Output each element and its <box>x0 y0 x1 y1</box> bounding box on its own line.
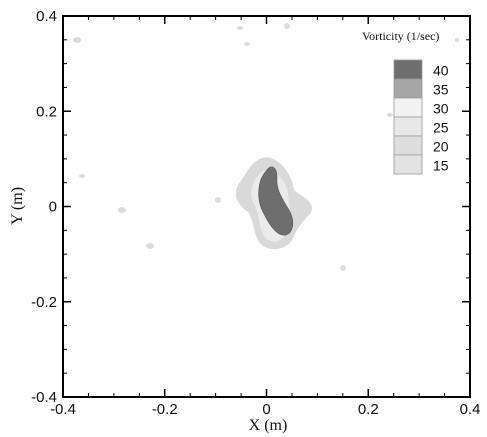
legend-label-35: 35 <box>433 82 449 98</box>
legend-swatch-25 <box>393 116 423 137</box>
legend-label-20: 20 <box>433 139 449 155</box>
x-tick-label: 0 <box>262 401 270 418</box>
contour-speck <box>118 207 126 213</box>
legend-swatch-15 <box>393 154 423 175</box>
legend-label-25: 25 <box>433 120 449 136</box>
contour-speck <box>79 174 85 178</box>
contour-speck <box>284 23 290 29</box>
contour-speck <box>237 26 243 30</box>
legend-items: 40 35 30 25 20 15 <box>393 59 449 175</box>
x-tick-label: -0.2 <box>152 401 178 418</box>
contour-speck <box>244 42 250 46</box>
x-tick-label: 0.2 <box>358 401 379 418</box>
y-tick-label: 0.4 <box>36 8 57 25</box>
y-tick-label: 0.2 <box>36 103 57 120</box>
contour-speck <box>215 197 221 203</box>
vortex-core-contour <box>258 166 294 236</box>
x-tick-label: 0.4 <box>460 401 481 418</box>
contour-speck <box>73 37 81 43</box>
contour-speck <box>455 38 459 42</box>
contour-speck <box>146 243 154 249</box>
legend-swatch-35 <box>393 78 423 99</box>
x-axis-title: X (m) <box>249 417 288 434</box>
x-axis: -0.4 -0.2 0 0.2 0.4 <box>50 16 480 418</box>
legend-label-15: 15 <box>433 158 449 174</box>
y-tick-label: -0.2 <box>31 294 57 311</box>
y-axis-title: Y (m) <box>9 187 26 225</box>
y-tick-label: -0.4 <box>31 389 57 406</box>
legend-label-30: 30 <box>433 101 449 117</box>
y-tick-label: 0 <box>49 199 57 216</box>
legend-swatch-30 <box>393 97 423 118</box>
background-specks <box>73 23 459 271</box>
y-axis: -0.4 -0.2 0 0.2 0.4 <box>31 8 470 406</box>
legend-swatch-40 <box>393 59 423 80</box>
legend: Vorticity (1/sec) 40 35 30 25 20 15 <box>362 29 449 175</box>
x-tick-label: -0.4 <box>50 401 76 418</box>
legend-swatch-20 <box>393 135 423 156</box>
contour-speck <box>340 265 346 271</box>
legend-label-40: 40 <box>433 63 449 79</box>
legend-title: Vorticity (1/sec) <box>362 29 439 43</box>
contour-speck <box>387 113 393 117</box>
